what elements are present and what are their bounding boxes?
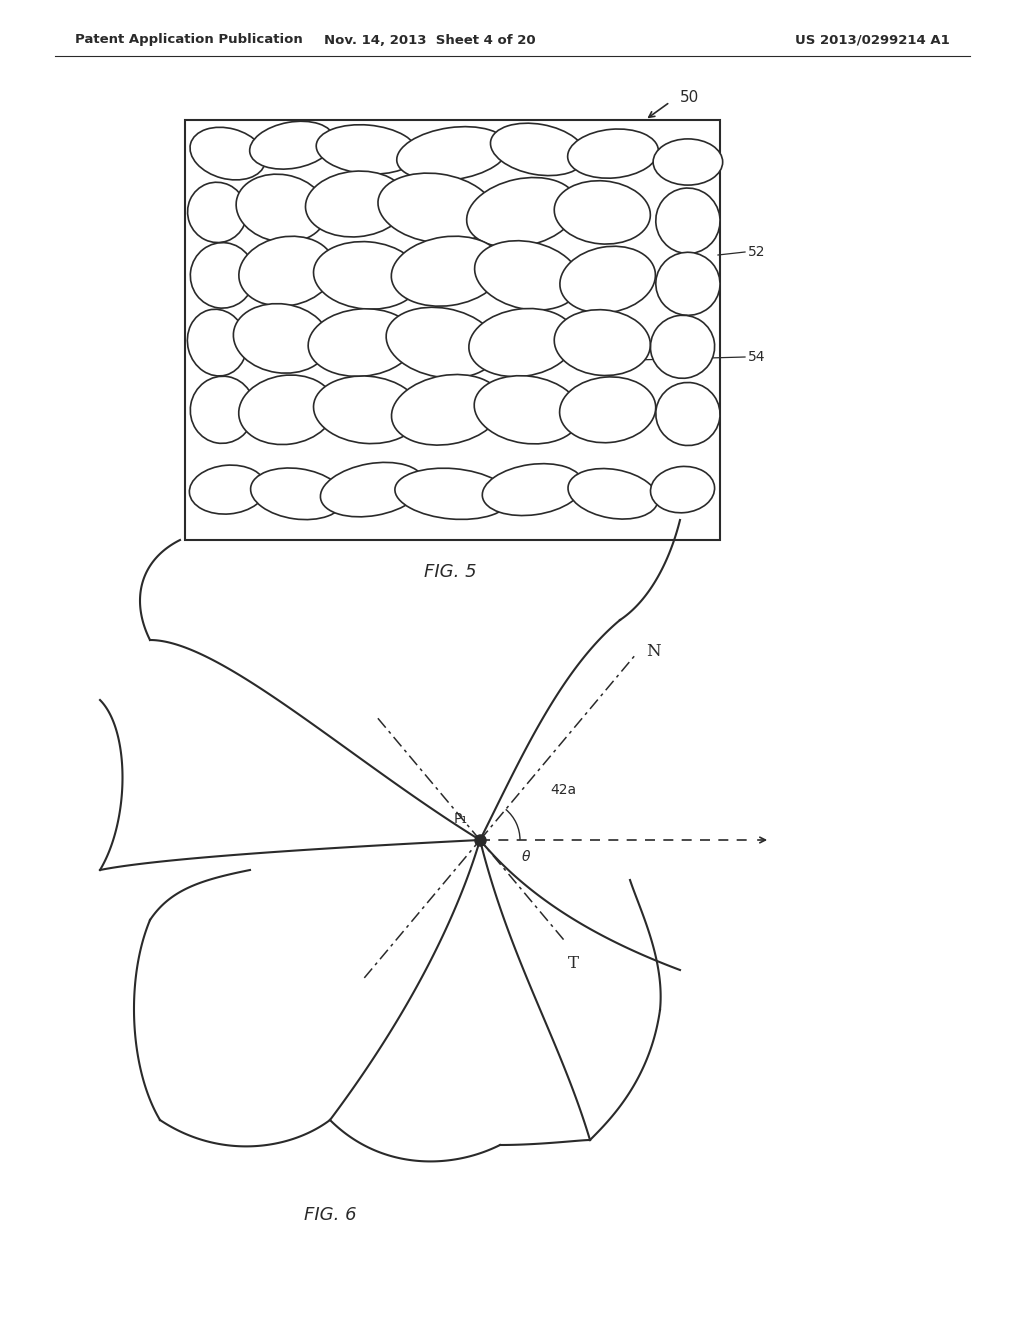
- Ellipse shape: [469, 309, 575, 376]
- Text: 50: 50: [680, 91, 699, 106]
- Text: θ: θ: [522, 850, 530, 865]
- Ellipse shape: [313, 242, 420, 309]
- Ellipse shape: [554, 310, 650, 375]
- Text: 54: 54: [748, 350, 766, 364]
- Ellipse shape: [187, 309, 247, 376]
- Ellipse shape: [560, 247, 655, 313]
- Ellipse shape: [653, 139, 723, 185]
- Ellipse shape: [190, 376, 255, 444]
- Ellipse shape: [308, 309, 415, 376]
- Text: FIG. 5: FIG. 5: [424, 564, 476, 581]
- Ellipse shape: [655, 187, 720, 253]
- Ellipse shape: [467, 177, 578, 247]
- Text: FIG. 6: FIG. 6: [304, 1206, 356, 1224]
- Ellipse shape: [321, 462, 424, 517]
- Text: 42a: 42a: [550, 783, 577, 797]
- Ellipse shape: [239, 236, 335, 306]
- Ellipse shape: [655, 252, 720, 315]
- Ellipse shape: [396, 127, 508, 181]
- Ellipse shape: [567, 129, 658, 178]
- Ellipse shape: [316, 124, 418, 174]
- Ellipse shape: [482, 463, 584, 516]
- Ellipse shape: [305, 172, 407, 236]
- Ellipse shape: [237, 174, 327, 242]
- Text: Nov. 14, 2013  Sheet 4 of 20: Nov. 14, 2013 Sheet 4 of 20: [325, 33, 536, 46]
- Ellipse shape: [650, 466, 715, 512]
- Ellipse shape: [395, 469, 510, 519]
- Text: N: N: [646, 643, 660, 660]
- Ellipse shape: [233, 304, 330, 374]
- Ellipse shape: [650, 315, 715, 379]
- Ellipse shape: [391, 375, 503, 445]
- Bar: [185, 120, 720, 540]
- Ellipse shape: [474, 376, 581, 444]
- Ellipse shape: [391, 236, 503, 306]
- Ellipse shape: [378, 173, 495, 243]
- Ellipse shape: [386, 308, 498, 378]
- Ellipse shape: [187, 182, 247, 243]
- Ellipse shape: [190, 127, 265, 180]
- Ellipse shape: [655, 383, 720, 446]
- Text: T: T: [568, 954, 579, 972]
- Ellipse shape: [239, 375, 335, 445]
- Ellipse shape: [189, 465, 266, 513]
- Ellipse shape: [250, 121, 335, 169]
- Ellipse shape: [554, 181, 650, 244]
- Ellipse shape: [490, 123, 586, 176]
- Ellipse shape: [251, 469, 344, 520]
- Ellipse shape: [568, 469, 658, 519]
- Ellipse shape: [559, 378, 655, 442]
- Ellipse shape: [313, 376, 420, 444]
- Text: 52: 52: [748, 246, 766, 259]
- Text: US 2013/0299214 A1: US 2013/0299214 A1: [796, 33, 950, 46]
- Ellipse shape: [190, 243, 255, 308]
- Ellipse shape: [474, 240, 581, 310]
- Text: P₁: P₁: [454, 812, 468, 826]
- Text: Patent Application Publication: Patent Application Publication: [75, 33, 303, 46]
